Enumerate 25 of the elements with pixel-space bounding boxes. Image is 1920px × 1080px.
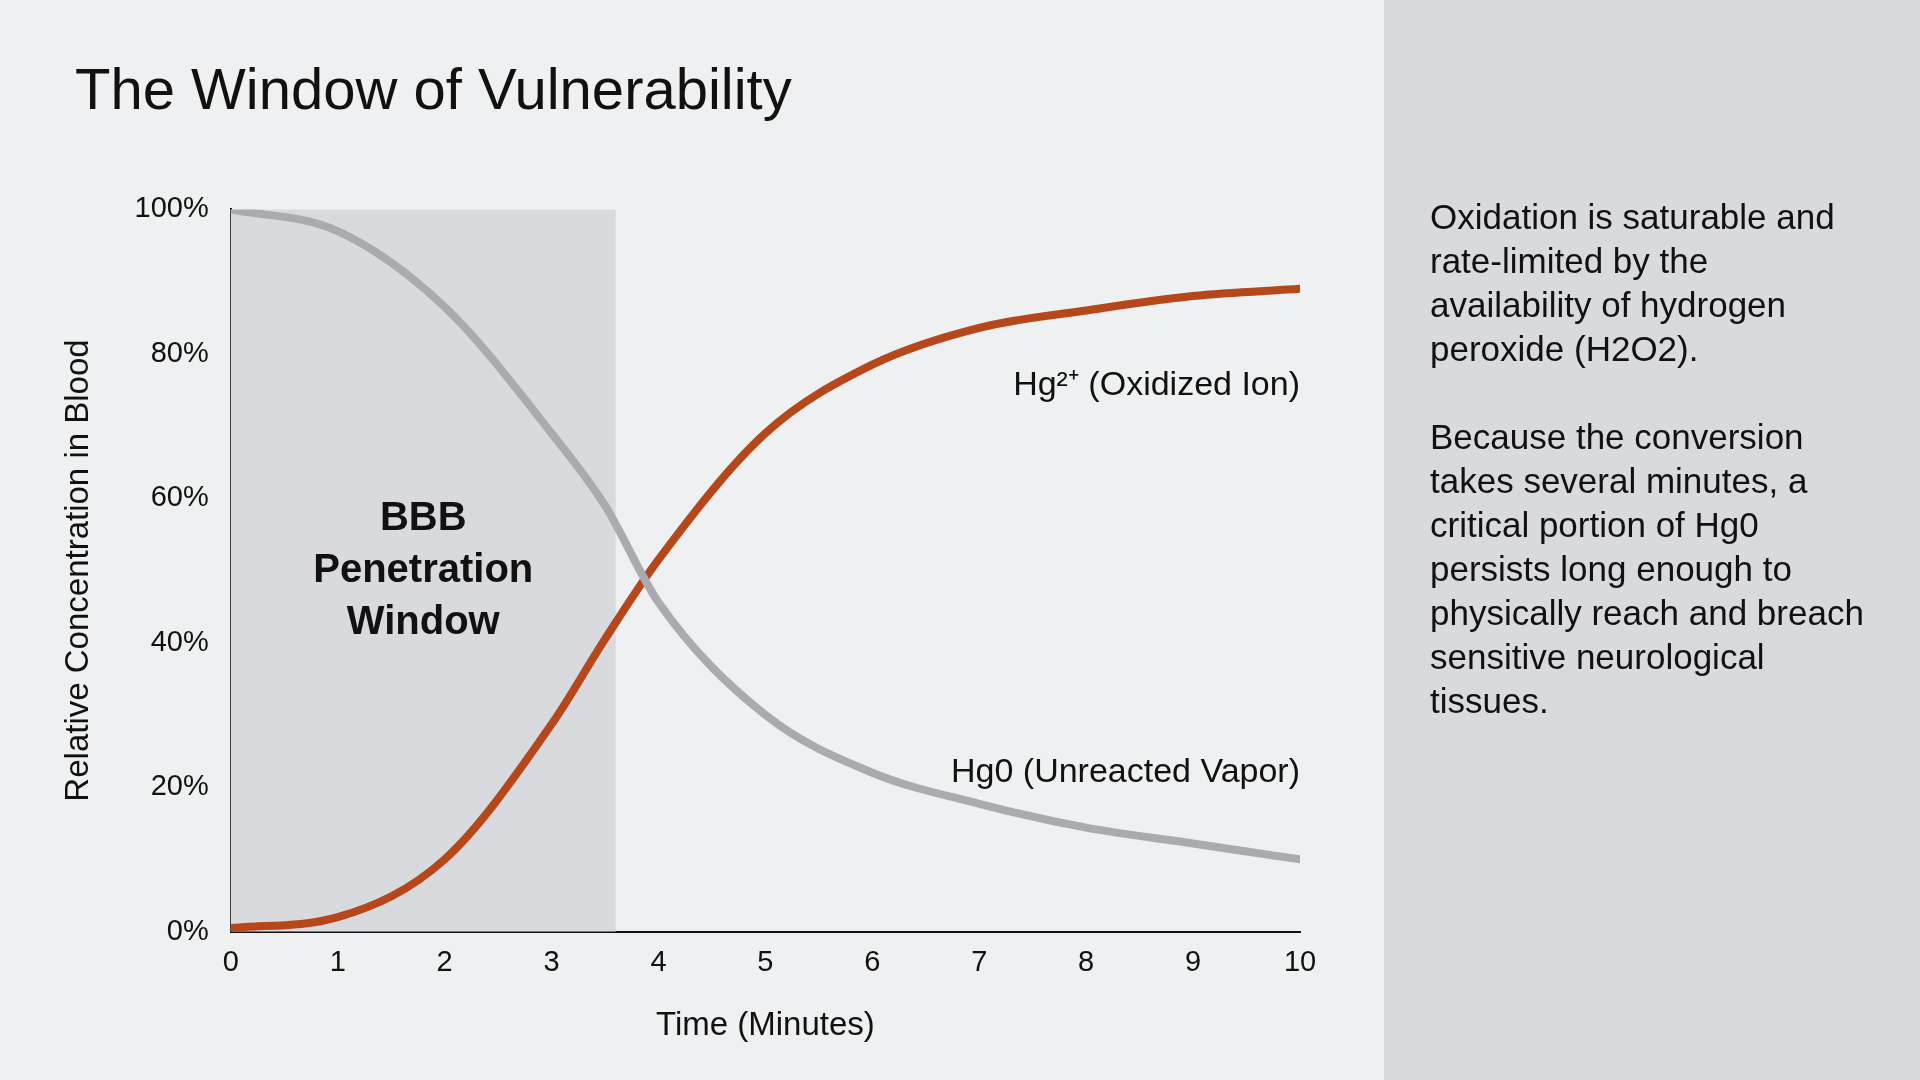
y-tick-label: 20%: [150, 769, 209, 802]
text: Because the conversion takes several minutes, a critical portion of Hg0 persists long enough to physically reach and breach sensitive neurological tissues.: [1430, 416, 1865, 722]
x-tick-label: 7: [971, 945, 988, 977]
x-axis-title: Time (Minutes): [655, 1005, 875, 1043]
x-tick-label: 2: [436, 945, 453, 977]
x-tick-label: 9: [1185, 945, 1202, 977]
x-tick-label: 4: [650, 945, 667, 977]
x-tick-label: 0: [222, 945, 239, 977]
x-tick-label: 3: [543, 945, 560, 977]
x-tick-label: 6: [864, 945, 881, 977]
series-label: Hg0 (Unreacted Vapor): [951, 750, 1300, 789]
chart-title: The Window of Vulnerability: [75, 55, 792, 122]
y-tick-label: 0%: [166, 913, 209, 946]
y-tick-label: 40%: [150, 624, 209, 657]
y-tick-label: 100%: [134, 191, 209, 224]
series-label: Hg²⁺ (Oxidized Ion): [1013, 363, 1300, 402]
y-tick-label: 80%: [150, 335, 209, 368]
band-label: BBB Penetration Window: [313, 493, 534, 642]
x-tick-label: 8: [1078, 945, 1095, 977]
x-tick-label: 1: [329, 945, 346, 977]
y-tick-label: 60%: [150, 480, 209, 513]
x-tick-label: 5: [757, 945, 774, 977]
text: Oxidation is saturable and rate-limited by the availability of hydrogen peroxide (H2O2).: [1430, 196, 1836, 370]
y-axis-title: Relative Concentration in Blood: [57, 339, 95, 802]
x-tick-label: 10: [1283, 945, 1317, 977]
